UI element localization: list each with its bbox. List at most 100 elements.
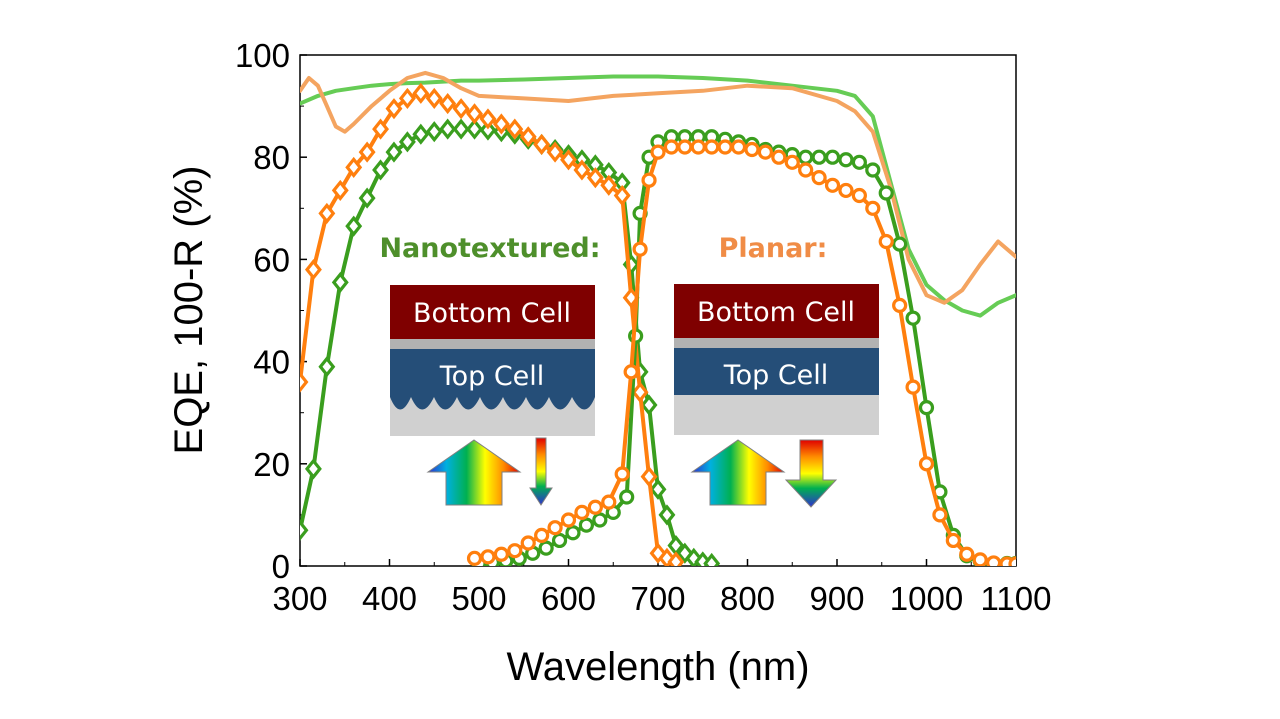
x-tick-label: 500 [451, 580, 506, 617]
data-point-planar-circle [945, 532, 961, 549]
nanotextured-title: Nanotextured: [379, 233, 600, 264]
data-point-nanotextured-circle [878, 185, 894, 201]
data-point-planar-diamond [519, 126, 537, 148]
data-point-planar-diamond [439, 92, 457, 115]
data-point-planar-diamond [613, 184, 631, 207]
data-point-nanotextured-circle [578, 517, 595, 533]
data-point-planar-circle [493, 546, 509, 562]
data-point-planar-diamond [372, 118, 389, 140]
data-point-nanotextured-diamond [425, 121, 443, 143]
series-line-planar-100-r [300, 70, 1016, 305]
y-tick-label: 0 [272, 548, 290, 585]
data-point-nanotextured-diamond [703, 552, 721, 566]
data-point-planar-diamond [385, 98, 403, 120]
data-point-planar-circle [959, 546, 975, 562]
data-point-planar-diamond [533, 133, 551, 155]
x-tick-label: 700 [630, 580, 685, 617]
data-point-planar-circle [932, 507, 948, 523]
data-point-planar-circle [641, 172, 657, 188]
nanotextured-bottom-cell-label: Bottom Cell [413, 298, 571, 329]
data-point-planar-diamond [573, 159, 591, 181]
x-tick-label: 400 [362, 580, 417, 617]
data-point-nanotextured-circle [838, 152, 854, 168]
data-point-nanotextured-diamond [300, 519, 309, 541]
data-point-planar-circle [771, 149, 787, 165]
data-point-nanotextured-diamond [640, 394, 658, 416]
y-tick-label: 40 [253, 344, 290, 381]
data-point-planar-diamond [492, 113, 510, 135]
data-point-planar-circle [905, 379, 921, 395]
x-tick-label: 900 [809, 580, 864, 617]
planar-bottom-cell-layer [674, 284, 879, 338]
data-point-planar-circle [811, 170, 827, 186]
data-point-planar-diamond [560, 149, 577, 171]
data-point-planar-circle [784, 154, 800, 170]
planar-substrate [674, 395, 879, 435]
data-point-planar-diamond [479, 108, 497, 130]
data-point-planar-diamond [398, 87, 416, 109]
data-point-nanotextured-diamond [331, 271, 349, 293]
data-point-nanotextured-circle [798, 149, 814, 165]
data-point-nanotextured-circle [538, 540, 554, 556]
data-point-planar-circle [466, 550, 483, 566]
data-point-planar-circle [757, 144, 774, 160]
data-point-nanotextured-circle [918, 399, 935, 416]
data-point-planar-circle [677, 139, 693, 155]
nanotextured-inset: Nanotextured: Bottom Cell Top Cell [379, 233, 601, 506]
data-point-planar-circle [560, 512, 577, 528]
data-point-nanotextured-circle [892, 236, 908, 252]
axis-ticks: 300 400 500 600 700 800 900 1000 1100 0 20 40 60 80 10… [235, 37, 1052, 617]
planar-top-cell-label: Top Cell [723, 360, 829, 391]
data-point-planar-diamond [345, 156, 363, 178]
x-tick-label: 800 [720, 580, 775, 617]
planar-incident-light-arrow-icon [690, 439, 786, 506]
planar-interlayer [674, 338, 879, 348]
data-point-nanotextured-diamond [398, 131, 416, 153]
data-point-planar-diamond [304, 259, 322, 281]
data-point-nanotextured-diamond [372, 159, 389, 181]
data-point-planar-circle [744, 141, 760, 158]
data-point-nanotextured-diamond [412, 123, 430, 145]
data-point-planar-circle [650, 144, 666, 160]
data-point-planar-diamond [631, 381, 649, 403]
data-point-nanotextured-diamond [439, 118, 457, 140]
data-point-nanotextured-circle [851, 154, 867, 170]
data-point-planar-diamond [425, 87, 443, 109]
y-tick-label: 60 [253, 241, 290, 278]
data-point-nanotextured-circle [811, 149, 827, 165]
data-point-planar-circle [663, 139, 680, 155]
data-point-nanotextured-diamond [649, 478, 667, 500]
planar-top-cell-layer [674, 348, 879, 395]
data-point-planar-circle [534, 527, 550, 543]
nanotextured-interlayer [390, 339, 595, 349]
data-point-nanotextured-diamond [358, 187, 376, 209]
data-point-planar-circle [918, 456, 935, 472]
data-point-planar-circle [717, 139, 733, 155]
data-point-planar-circle [798, 162, 814, 178]
data-point-nanotextured-diamond [345, 215, 363, 237]
data-point-planar-circle [972, 552, 988, 566]
x-tick-label: 300 [272, 580, 327, 617]
data-point-planar-diamond [506, 118, 524, 140]
data-point-planar-circle [520, 535, 536, 551]
nanotextured-top-cell-label: Top Cell [439, 361, 545, 392]
data-point-nanotextured-diamond [385, 141, 403, 163]
data-point-nanotextured-circle [619, 489, 635, 505]
data-point-nanotextured-diamond [318, 356, 336, 378]
nanotextured-top-cell-layer [390, 349, 595, 410]
data-point-planar-circle [614, 466, 630, 482]
data-point-planar-diamond [586, 167, 604, 189]
planar-reflected-light-arrow-icon [784, 439, 838, 508]
y-axis-label: EQE, 100-R (%) [167, 166, 211, 455]
data-point-planar-circle [574, 504, 590, 520]
x-tick-label: 600 [541, 580, 596, 617]
data-point-planar-diamond [546, 141, 564, 163]
data-point-nanotextured-diamond [479, 119, 497, 141]
nanotextured-reflected-light-arrow-icon [529, 437, 553, 506]
data-point-planar-circle [878, 233, 894, 250]
data-point-planar-circle [632, 241, 648, 257]
nanotextured-bottom-cell-layer [390, 285, 595, 339]
data-point-planar-circle [730, 139, 747, 155]
data-point-planar-diamond [358, 141, 376, 163]
